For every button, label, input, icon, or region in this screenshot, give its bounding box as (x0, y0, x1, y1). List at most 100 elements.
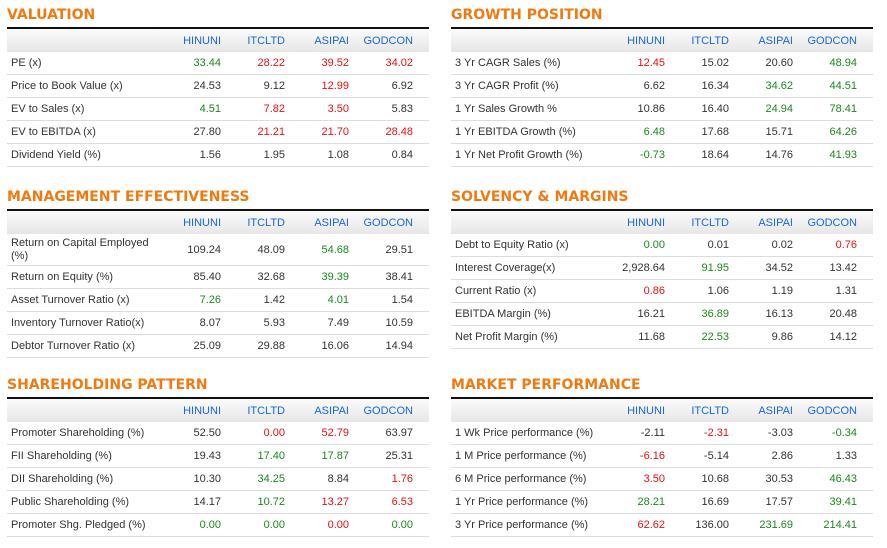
table-row: FII Shareholding (%) 19.43 17.40 17.87 25.31 (7, 444, 429, 468)
cell-asipai: 8.84 (285, 467, 349, 491)
header-pad (857, 28, 873, 52)
header-pad (413, 210, 429, 234)
table-row: 3 Yr CAGR Profit (%) 6.62 16.34 34.62 44.51 (451, 74, 873, 98)
row-pad (413, 444, 429, 468)
column-header-itcltd[interactable]: ITCLTD (665, 398, 729, 422)
column-header-hinuni[interactable]: HINUNI (601, 28, 665, 52)
cell-godcon: 5.83 (349, 97, 413, 121)
column-header-godcon[interactable]: GODCON (349, 398, 413, 422)
cell-hinuni: 25.09 (157, 334, 221, 358)
header-pad (413, 28, 429, 52)
solvency-margins-table: HINUNI ITCLTD ASIPAI GODCON Debt to Equity R… (451, 209, 873, 349)
cell-itcltd: 0.00 (221, 422, 285, 445)
cell-itcltd: 17.40 (221, 444, 285, 468)
column-header-asipai[interactable]: ASIPAI (285, 210, 349, 234)
cell-godcon: 34.02 (349, 52, 413, 75)
cell-hinuni: 24.53 (157, 74, 221, 98)
table-row: Return on Equity (%) 85.40 32.68 39.39 38.41 (7, 265, 429, 289)
table-row: Promoter Shareholding (%) 52.50 0.00 52.79 6… (7, 422, 429, 445)
cell-asipai: 15.71 (729, 120, 793, 144)
column-header-asipai[interactable]: ASIPAI (285, 28, 349, 52)
table-row: 1 Yr Sales Growth % 10.86 16.40 24.94 78.41 (451, 97, 873, 121)
column-header-godcon[interactable]: GODCON (793, 210, 857, 234)
row-label: Debtor Turnover Ratio (x) (7, 334, 157, 358)
table-row: Interest Coverage(x) 2,928.64 91.95 34.52 13… (451, 256, 873, 280)
table-row: Debtor Turnover Ratio (x) 25.09 29.88 16.06… (7, 334, 429, 358)
row-pad (413, 74, 429, 98)
column-header-itcltd[interactable]: ITCLTD (221, 28, 285, 52)
table-row: 3 Yr Price performance (%) 62.62 136.00 231… (451, 513, 873, 537)
cell-hinuni: 85.40 (157, 265, 221, 289)
row-pad (857, 234, 873, 257)
header-blank (451, 28, 601, 52)
header-blank (451, 398, 601, 422)
cell-asipai: 4.01 (285, 288, 349, 312)
cell-godcon: 39.41 (793, 490, 857, 514)
cell-asipai: 9.86 (729, 325, 793, 349)
column-header-hinuni[interactable]: HINUNI (157, 28, 221, 52)
row-label: PE (x) (7, 52, 157, 75)
market-performance-table: HINUNI ITCLTD ASIPAI GODCON 1 Wk Price perfo… (451, 397, 873, 537)
cell-itcltd: 16.40 (665, 97, 729, 121)
cell-godcon: 78.41 (793, 97, 857, 121)
column-header-asipai[interactable]: ASIPAI (729, 28, 793, 52)
cell-godcon: 29.51 (349, 234, 413, 266)
row-pad (413, 513, 429, 537)
row-pad (857, 279, 873, 303)
column-header-godcon[interactable]: GODCON (349, 210, 413, 234)
cell-itcltd: 136.00 (665, 513, 729, 537)
cell-hinuni: 11.68 (601, 325, 665, 349)
cell-hinuni: 109.24 (157, 234, 221, 266)
row-label: Debt to Equity Ratio (x) (451, 234, 601, 257)
column-header-itcltd[interactable]: ITCLTD (665, 210, 729, 234)
cell-asipai: 12.99 (285, 74, 349, 98)
cell-godcon: 14.94 (349, 334, 413, 358)
cell-hinuni: 62.62 (601, 513, 665, 537)
row-pad (413, 334, 429, 358)
row-pad (857, 120, 873, 144)
cell-godcon: 28.48 (349, 120, 413, 144)
table-row: Asset Turnover Ratio (x) 7.26 1.42 4.01 1.54 (7, 288, 429, 312)
column-header-hinuni[interactable]: HINUNI (157, 210, 221, 234)
column-header-itcltd[interactable]: ITCLTD (221, 398, 285, 422)
column-header-asipai[interactable]: ASIPAI (285, 398, 349, 422)
column-header-asipai[interactable]: ASIPAI (729, 398, 793, 422)
cell-asipai: 1.19 (729, 279, 793, 303)
row-label: Inventory Turnover Ratio(x) (7, 311, 157, 335)
cell-godcon: 0.76 (793, 234, 857, 257)
column-header-hinuni[interactable]: HINUNI (601, 210, 665, 234)
table-row: EV to Sales (x) 4.51 7.82 3.50 5.83 (7, 97, 429, 121)
row-label: 6 M Price performance (%) (451, 467, 601, 491)
cell-godcon: 13.42 (793, 256, 857, 280)
table-row: Price to Book Value (x) 24.53 9.12 12.99 6.9… (7, 74, 429, 98)
column-header-godcon[interactable]: GODCON (793, 398, 857, 422)
cell-asipai: 20.60 (729, 52, 793, 75)
panel-growth-position: GROWTH POSITION HINUNI ITCLTD ASIPAI GODCON 3… (451, 0, 873, 167)
cell-asipai: 24.94 (729, 97, 793, 121)
column-header-itcltd[interactable]: ITCLTD (221, 210, 285, 234)
row-pad (413, 52, 429, 75)
cell-godcon: 44.51 (793, 74, 857, 98)
cell-itcltd: 29.88 (221, 334, 285, 358)
panel-market-performance: MARKET PERFORMANCE HINUNI ITCLTD ASIPAI GODC… (451, 370, 873, 537)
row-label: EBITDA Margin (%) (451, 302, 601, 326)
column-header-hinuni[interactable]: HINUNI (157, 398, 221, 422)
column-header-hinuni[interactable]: HINUNI (601, 398, 665, 422)
row-pad (857, 256, 873, 280)
row-label: DII Shareholding (%) (7, 467, 157, 491)
header-row: HINUNI ITCLTD ASIPAI GODCON (451, 28, 873, 52)
row-label: Promoter Shg. Pledged (%) (7, 513, 157, 537)
cell-asipai: 1.08 (285, 143, 349, 167)
row-pad (857, 302, 873, 326)
cell-itcltd: 16.69 (665, 490, 729, 514)
column-header-godcon[interactable]: GODCON (349, 28, 413, 52)
row-pad (857, 490, 873, 514)
cell-itcltd: -5.14 (665, 444, 729, 468)
row-pad (857, 422, 873, 445)
row-label: 1 Yr EBITDA Growth (%) (451, 120, 601, 144)
cell-asipai: 52.79 (285, 422, 349, 445)
column-header-itcltd[interactable]: ITCLTD (665, 28, 729, 52)
column-header-asipai[interactable]: ASIPAI (729, 210, 793, 234)
cell-hinuni: 10.86 (601, 97, 665, 121)
column-header-godcon[interactable]: GODCON (793, 28, 857, 52)
